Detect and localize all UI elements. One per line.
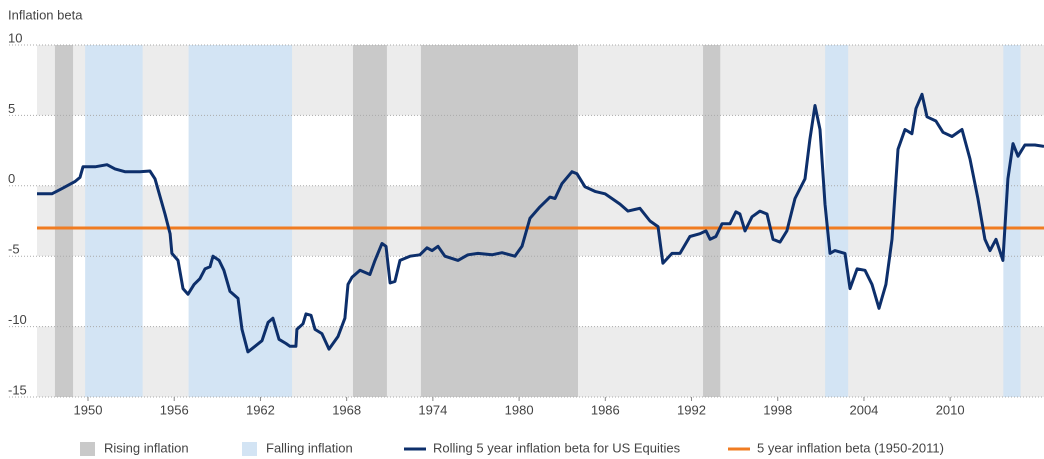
x-tick-label: 1974 [418,402,447,417]
x-tick-label: 1968 [332,402,361,417]
legend-label: Falling inflation [266,440,353,455]
x-tick-label: 2004 [849,402,878,417]
inflation-band [1003,45,1021,397]
inflation-band [825,45,849,397]
series-line [37,92,1044,354]
inflation-band [703,45,721,397]
x-tick-label: 2010 [936,402,965,417]
y-tick-label: -15 [8,382,27,397]
y-axis-label: Inflation beta [8,7,83,22]
legend-swatch [80,442,95,456]
x-tick-label: 1980 [505,402,534,417]
x-tick-label: 1956 [160,402,189,417]
legend-swatch [242,442,257,456]
y-tick-label: 5 [8,101,15,116]
legend-label: Rolling 5 year inflation beta for US Equ… [433,440,681,455]
inflation-band [352,45,387,397]
legend-label: Rising inflation [104,440,189,455]
x-tick-label: 1950 [74,402,103,417]
inflation-band [188,45,293,397]
x-tick-label: 1986 [591,402,620,417]
x-tick-label: 1962 [246,402,275,417]
x-tick-label: 1992 [677,402,706,417]
inflation-band [420,45,579,397]
y-tick-label: 0 [8,171,15,186]
y-tick-label: -10 [8,312,27,327]
y-tick-label: 10 [8,30,22,45]
x-tick-label: 1998 [763,402,792,417]
inflation-band [85,45,143,397]
y-tick-label: -5 [8,242,20,257]
inflation-band [54,45,74,397]
legend-label: 5 year inflation beta (1950-2011) [757,440,944,455]
